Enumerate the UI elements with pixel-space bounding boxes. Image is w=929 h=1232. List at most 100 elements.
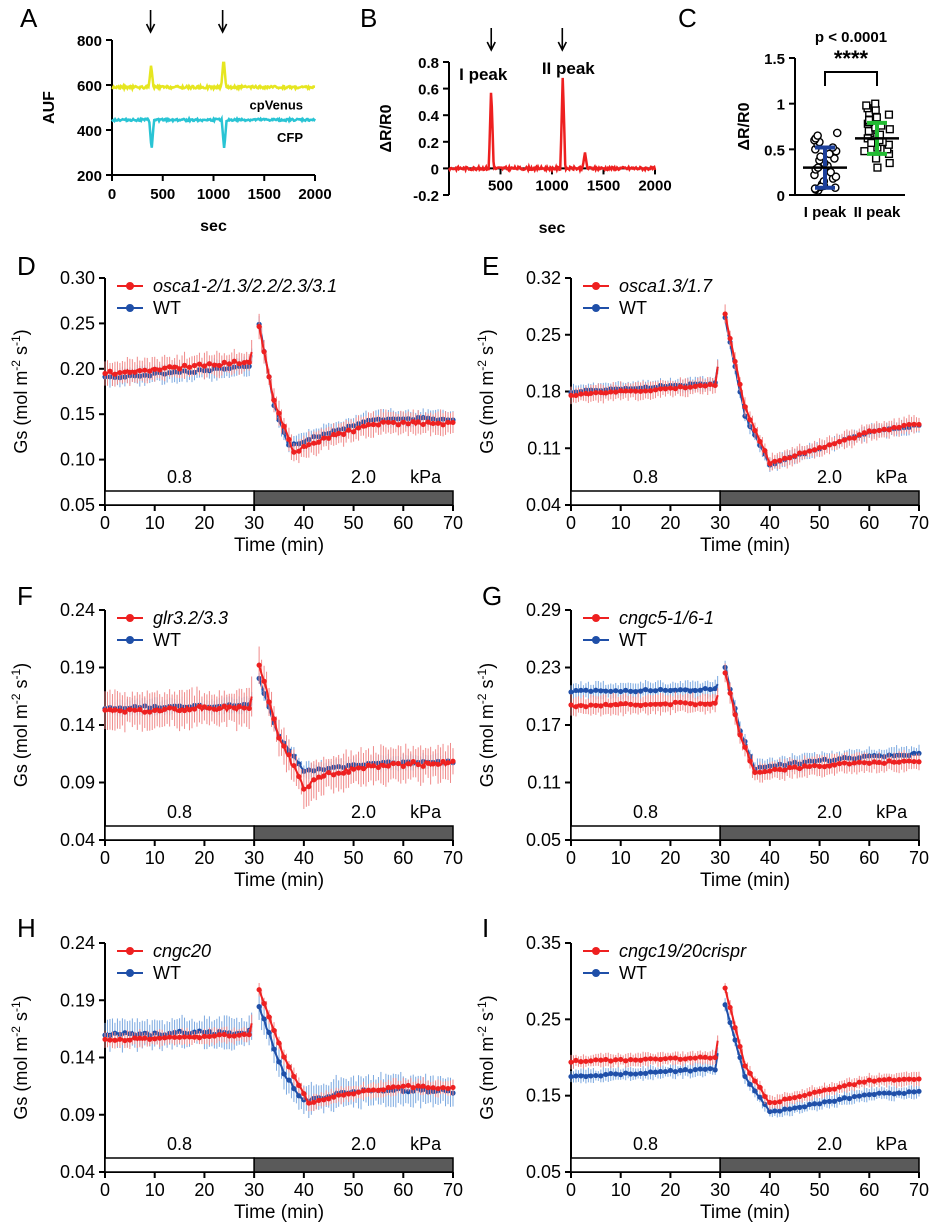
series-point xyxy=(732,358,738,365)
series-point xyxy=(420,421,426,428)
x-tick-label: 20 xyxy=(194,513,214,533)
y-tick-label: 0.05 xyxy=(526,1162,561,1182)
series-point xyxy=(916,1088,922,1094)
series-point xyxy=(871,428,877,434)
series-point xyxy=(772,1108,778,1114)
series-point xyxy=(206,361,212,367)
series-point xyxy=(642,1070,649,1076)
y-tick-label: 1 xyxy=(777,97,785,114)
series-point xyxy=(405,421,411,427)
legend-label: WT xyxy=(153,298,181,318)
x-tick-label: 40 xyxy=(294,513,314,533)
series-point xyxy=(578,391,584,397)
series-point xyxy=(380,762,386,769)
series-point xyxy=(797,1104,803,1110)
series-point xyxy=(722,985,728,991)
series-point xyxy=(712,1067,718,1073)
series-point xyxy=(132,1035,138,1041)
x-tick-label: 2000 xyxy=(638,177,671,194)
series-point xyxy=(593,1057,599,1063)
series-point xyxy=(127,1037,133,1043)
series-point xyxy=(742,744,748,750)
x-tick-label: 0 xyxy=(108,186,116,203)
series-point xyxy=(321,435,327,441)
series-point xyxy=(851,760,857,766)
series-point xyxy=(360,423,367,429)
series-point xyxy=(618,1072,624,1078)
panel-h: H 0.04 0.09 0.14 0.19 0.24 0 10 20 30 40 50 60 70 Time… xyxy=(9,913,463,1223)
series-point xyxy=(687,384,693,390)
series-point xyxy=(831,762,838,768)
panel-f: F 0.04 0.09 0.14 0.19 0.24 0 10 20 30 40 50 60 70 Time… xyxy=(9,581,463,891)
series-point xyxy=(702,701,708,707)
x-tick-label: 50 xyxy=(344,848,364,868)
series-point xyxy=(390,419,396,426)
series-point xyxy=(311,777,317,783)
series-point xyxy=(122,709,128,715)
vpd-unit-label: kPa xyxy=(876,802,908,822)
y-tick-label: 0.23 xyxy=(526,658,561,678)
series-point xyxy=(816,445,823,451)
series-point xyxy=(682,385,688,391)
series-point xyxy=(360,1088,367,1094)
series-point xyxy=(812,447,818,453)
legend-swatch-marker xyxy=(126,947,134,955)
series-point xyxy=(147,368,153,374)
series-point xyxy=(603,701,609,707)
series-point xyxy=(767,768,773,774)
series-point xyxy=(697,687,703,693)
series-point xyxy=(603,390,609,396)
series-point xyxy=(400,763,406,769)
series-point xyxy=(568,1059,574,1065)
series-point xyxy=(142,709,148,715)
series-point xyxy=(836,439,843,445)
series-point xyxy=(450,419,456,426)
series-point xyxy=(316,774,322,780)
series-point xyxy=(578,1073,584,1079)
series-point xyxy=(667,687,674,694)
y-tick-label: 0.5 xyxy=(764,142,785,159)
series-point xyxy=(812,1089,818,1095)
series-point xyxy=(360,766,367,772)
legend-swatch-marker xyxy=(592,282,600,290)
series-point xyxy=(291,1086,297,1092)
series-point xyxy=(430,1085,436,1091)
y-tick-label: 0.04 xyxy=(60,1162,95,1182)
series-point xyxy=(246,705,252,712)
series-point xyxy=(450,758,456,764)
series-point xyxy=(647,388,654,394)
series-point xyxy=(365,1087,372,1093)
y-tick-label: 0.11 xyxy=(527,438,561,458)
series-point xyxy=(667,1055,674,1061)
annotation-peak-1: I peak xyxy=(459,65,508,84)
data-point xyxy=(813,131,822,140)
series-point xyxy=(633,689,639,695)
series-point xyxy=(657,686,664,693)
series-point xyxy=(623,700,629,707)
vpd-label-low: 0.8 xyxy=(167,802,192,822)
series-point xyxy=(662,701,669,707)
series-point xyxy=(667,702,674,708)
series-point xyxy=(301,786,307,792)
series-point xyxy=(375,1087,382,1093)
series-point xyxy=(777,1108,783,1114)
series-point xyxy=(281,1054,287,1060)
series-point xyxy=(687,688,693,694)
series-point xyxy=(677,699,683,705)
series-point xyxy=(608,1058,614,1064)
series-point xyxy=(692,383,698,389)
series-point xyxy=(152,707,158,714)
series-point xyxy=(573,1073,579,1079)
series-point xyxy=(261,678,267,684)
series-point xyxy=(598,1057,604,1063)
series-point xyxy=(191,362,198,369)
vpd-label-high: 2.0 xyxy=(817,467,842,487)
series-point xyxy=(841,1083,848,1089)
series-point xyxy=(841,1095,848,1101)
series-point xyxy=(891,759,897,765)
series-point xyxy=(856,1079,862,1085)
series-point xyxy=(623,1070,629,1076)
series-point xyxy=(306,441,312,448)
series-point xyxy=(667,385,674,391)
series-point xyxy=(712,382,718,389)
